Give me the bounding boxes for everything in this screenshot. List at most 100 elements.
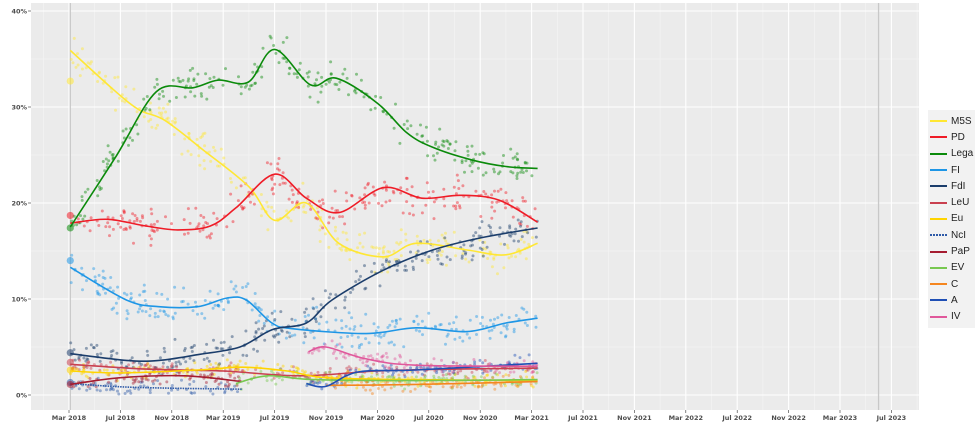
poll-point: [393, 325, 397, 329]
poll-point: [509, 234, 513, 238]
poll-point: [455, 201, 459, 205]
poll-point: [93, 275, 97, 279]
poll-point: [519, 383, 523, 386]
poll-point: [320, 84, 324, 88]
poll-point: [335, 242, 339, 246]
poll-point: [183, 95, 187, 99]
poll-point: [190, 350, 194, 353]
poll-point: [531, 375, 535, 379]
poll-point: [318, 240, 322, 243]
poll-point: [337, 88, 341, 91]
poll-point: [321, 202, 325, 205]
poll-point: [334, 386, 337, 390]
poll-point: [405, 188, 409, 191]
poll-point: [216, 303, 220, 307]
poll-point: [216, 303, 220, 307]
poll-point: [253, 302, 257, 306]
poll-point: [505, 199, 509, 203]
poll-point: [187, 77, 191, 81]
poll-point: [358, 344, 362, 347]
poll-point: [315, 206, 319, 210]
poll-point: [158, 309, 162, 313]
poll-point: [440, 143, 444, 147]
poll-point: [474, 231, 478, 235]
poll-point: [254, 368, 258, 372]
poll-point: [144, 364, 148, 368]
poll-point: [530, 174, 534, 178]
poll-point: [522, 240, 526, 244]
poll-point: [135, 219, 139, 222]
poll-point: [527, 242, 531, 246]
poll-point: [381, 375, 385, 379]
poll-point: [98, 188, 102, 191]
poll-point: [327, 245, 331, 249]
poll-point: [226, 385, 230, 389]
poll-point: [166, 102, 170, 106]
poll-point: [313, 82, 317, 86]
poll-point: [192, 380, 196, 383]
poll-point: [367, 201, 371, 205]
poll-point: [354, 373, 358, 376]
poll-point: [347, 365, 351, 369]
poll-point: [340, 345, 344, 349]
poll-point: [334, 306, 337, 310]
poll-point: [521, 199, 525, 203]
poll-point: [216, 292, 220, 296]
poll-point: [119, 214, 123, 218]
poll-point: [410, 259, 414, 263]
poll-point: [265, 161, 269, 165]
poll-point: [356, 246, 360, 250]
poll-point: [395, 268, 399, 272]
poll-point: [496, 316, 500, 320]
poll-point: [305, 71, 309, 75]
poll-point: [81, 368, 85, 372]
poll-point: [419, 240, 423, 244]
poll-point: [111, 388, 115, 392]
poll-point: [366, 364, 370, 368]
poll-point: [209, 159, 213, 163]
poll-point: [388, 199, 392, 203]
poll-point: [285, 330, 289, 334]
poll-point: [285, 36, 289, 40]
poll-point: [227, 372, 231, 376]
poll-point: [454, 207, 458, 211]
poll-point: [415, 366, 419, 369]
poll-point: [235, 383, 239, 387]
poll-point: [514, 314, 518, 317]
poll-point: [363, 193, 367, 197]
poll-point: [366, 183, 370, 187]
poll-point: [158, 382, 162, 386]
poll-point: [409, 366, 412, 370]
poll-point: [498, 371, 501, 375]
poll-point: [423, 374, 427, 378]
poll-point: [212, 145, 215, 149]
poll-point: [526, 231, 530, 235]
poll-point: [143, 299, 147, 302]
poll-point: [281, 181, 285, 185]
poll-point: [497, 172, 500, 176]
poll-point: [370, 245, 374, 249]
poll-point: [301, 369, 304, 373]
poll-point: [363, 206, 367, 210]
poll-point: [456, 370, 460, 374]
poll-point: [444, 373, 448, 377]
poll-point: [516, 158, 520, 162]
trend-line-fdi: [70, 227, 538, 363]
poll-point: [507, 316, 511, 319]
poll-point: [209, 232, 213, 236]
poll-point: [72, 348, 76, 352]
poll-point: [185, 372, 189, 376]
poll-point: [485, 245, 489, 249]
poll-point: [450, 385, 454, 389]
poll-point: [207, 234, 211, 238]
poll-point: [149, 207, 153, 211]
poll-point: [104, 157, 108, 161]
poll-point: [252, 347, 256, 351]
poll-point: [504, 206, 507, 210]
poll-point: [110, 90, 114, 94]
poll-point: [309, 371, 313, 375]
poll-point: [99, 363, 103, 366]
poll-point: [207, 359, 211, 363]
poll-point: [288, 335, 292, 339]
legend-label: C: [951, 278, 959, 290]
